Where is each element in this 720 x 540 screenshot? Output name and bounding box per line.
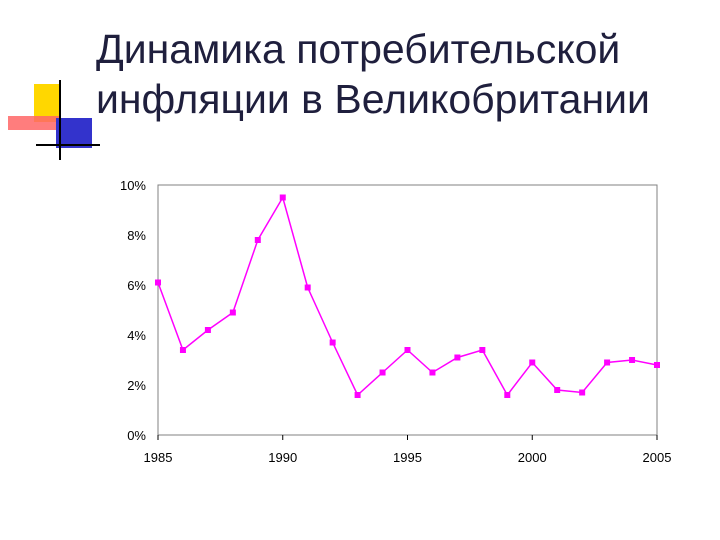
- data-point: [329, 339, 336, 346]
- y-tick-label: 10%: [120, 178, 146, 193]
- data-point: [604, 359, 611, 366]
- data-point: [629, 357, 636, 363]
- title-line-1: Динамика потребительской: [96, 26, 621, 72]
- data-point: [479, 347, 486, 353]
- data-point: [354, 392, 361, 398]
- x-axis-ticks: 1985 1990 1995 2000 2005: [144, 435, 672, 465]
- y-tick-label: 0%: [127, 428, 146, 443]
- data-point: [204, 327, 211, 333]
- series-group: [155, 194, 660, 398]
- deco-red-bar: [8, 116, 60, 130]
- page-title: Динамика потребительской инфляции в Вели…: [96, 24, 706, 124]
- data-point: [454, 354, 461, 361]
- deco-yellow-square: [34, 84, 60, 122]
- x-tick-label: 1990: [268, 450, 297, 465]
- data-point: [579, 389, 586, 396]
- y-axis-ticks: 0% 2% 4% 6% 8% 10%: [120, 178, 146, 443]
- y-tick-label: 2%: [127, 378, 146, 393]
- x-tick-label: 1995: [393, 450, 422, 465]
- series-line: [157, 195, 658, 397]
- data-point: [529, 359, 536, 366]
- data-point: [554, 387, 561, 393]
- y-tick-label: 8%: [127, 228, 146, 243]
- data-point: [155, 279, 161, 286]
- data-point: [404, 347, 411, 353]
- data-point: [304, 284, 311, 291]
- slide-bullet-decoration: [8, 80, 100, 160]
- x-tick-label: 2000: [518, 450, 547, 465]
- data-point: [654, 362, 660, 368]
- deco-blue-square: [56, 118, 92, 148]
- data-point: [429, 369, 436, 376]
- data-point: [379, 369, 386, 376]
- data-point: [229, 309, 236, 316]
- data-point: [279, 194, 286, 201]
- data-point: [504, 392, 511, 398]
- x-tick-label: 1985: [144, 450, 173, 465]
- title-line-2: инфляции в Великобритании: [96, 76, 650, 122]
- data-point: [179, 347, 186, 353]
- y-tick-label: 4%: [127, 328, 146, 343]
- x-tick-label: 2005: [643, 450, 672, 465]
- data-point: [254, 237, 261, 243]
- y-tick-label: 6%: [127, 278, 146, 293]
